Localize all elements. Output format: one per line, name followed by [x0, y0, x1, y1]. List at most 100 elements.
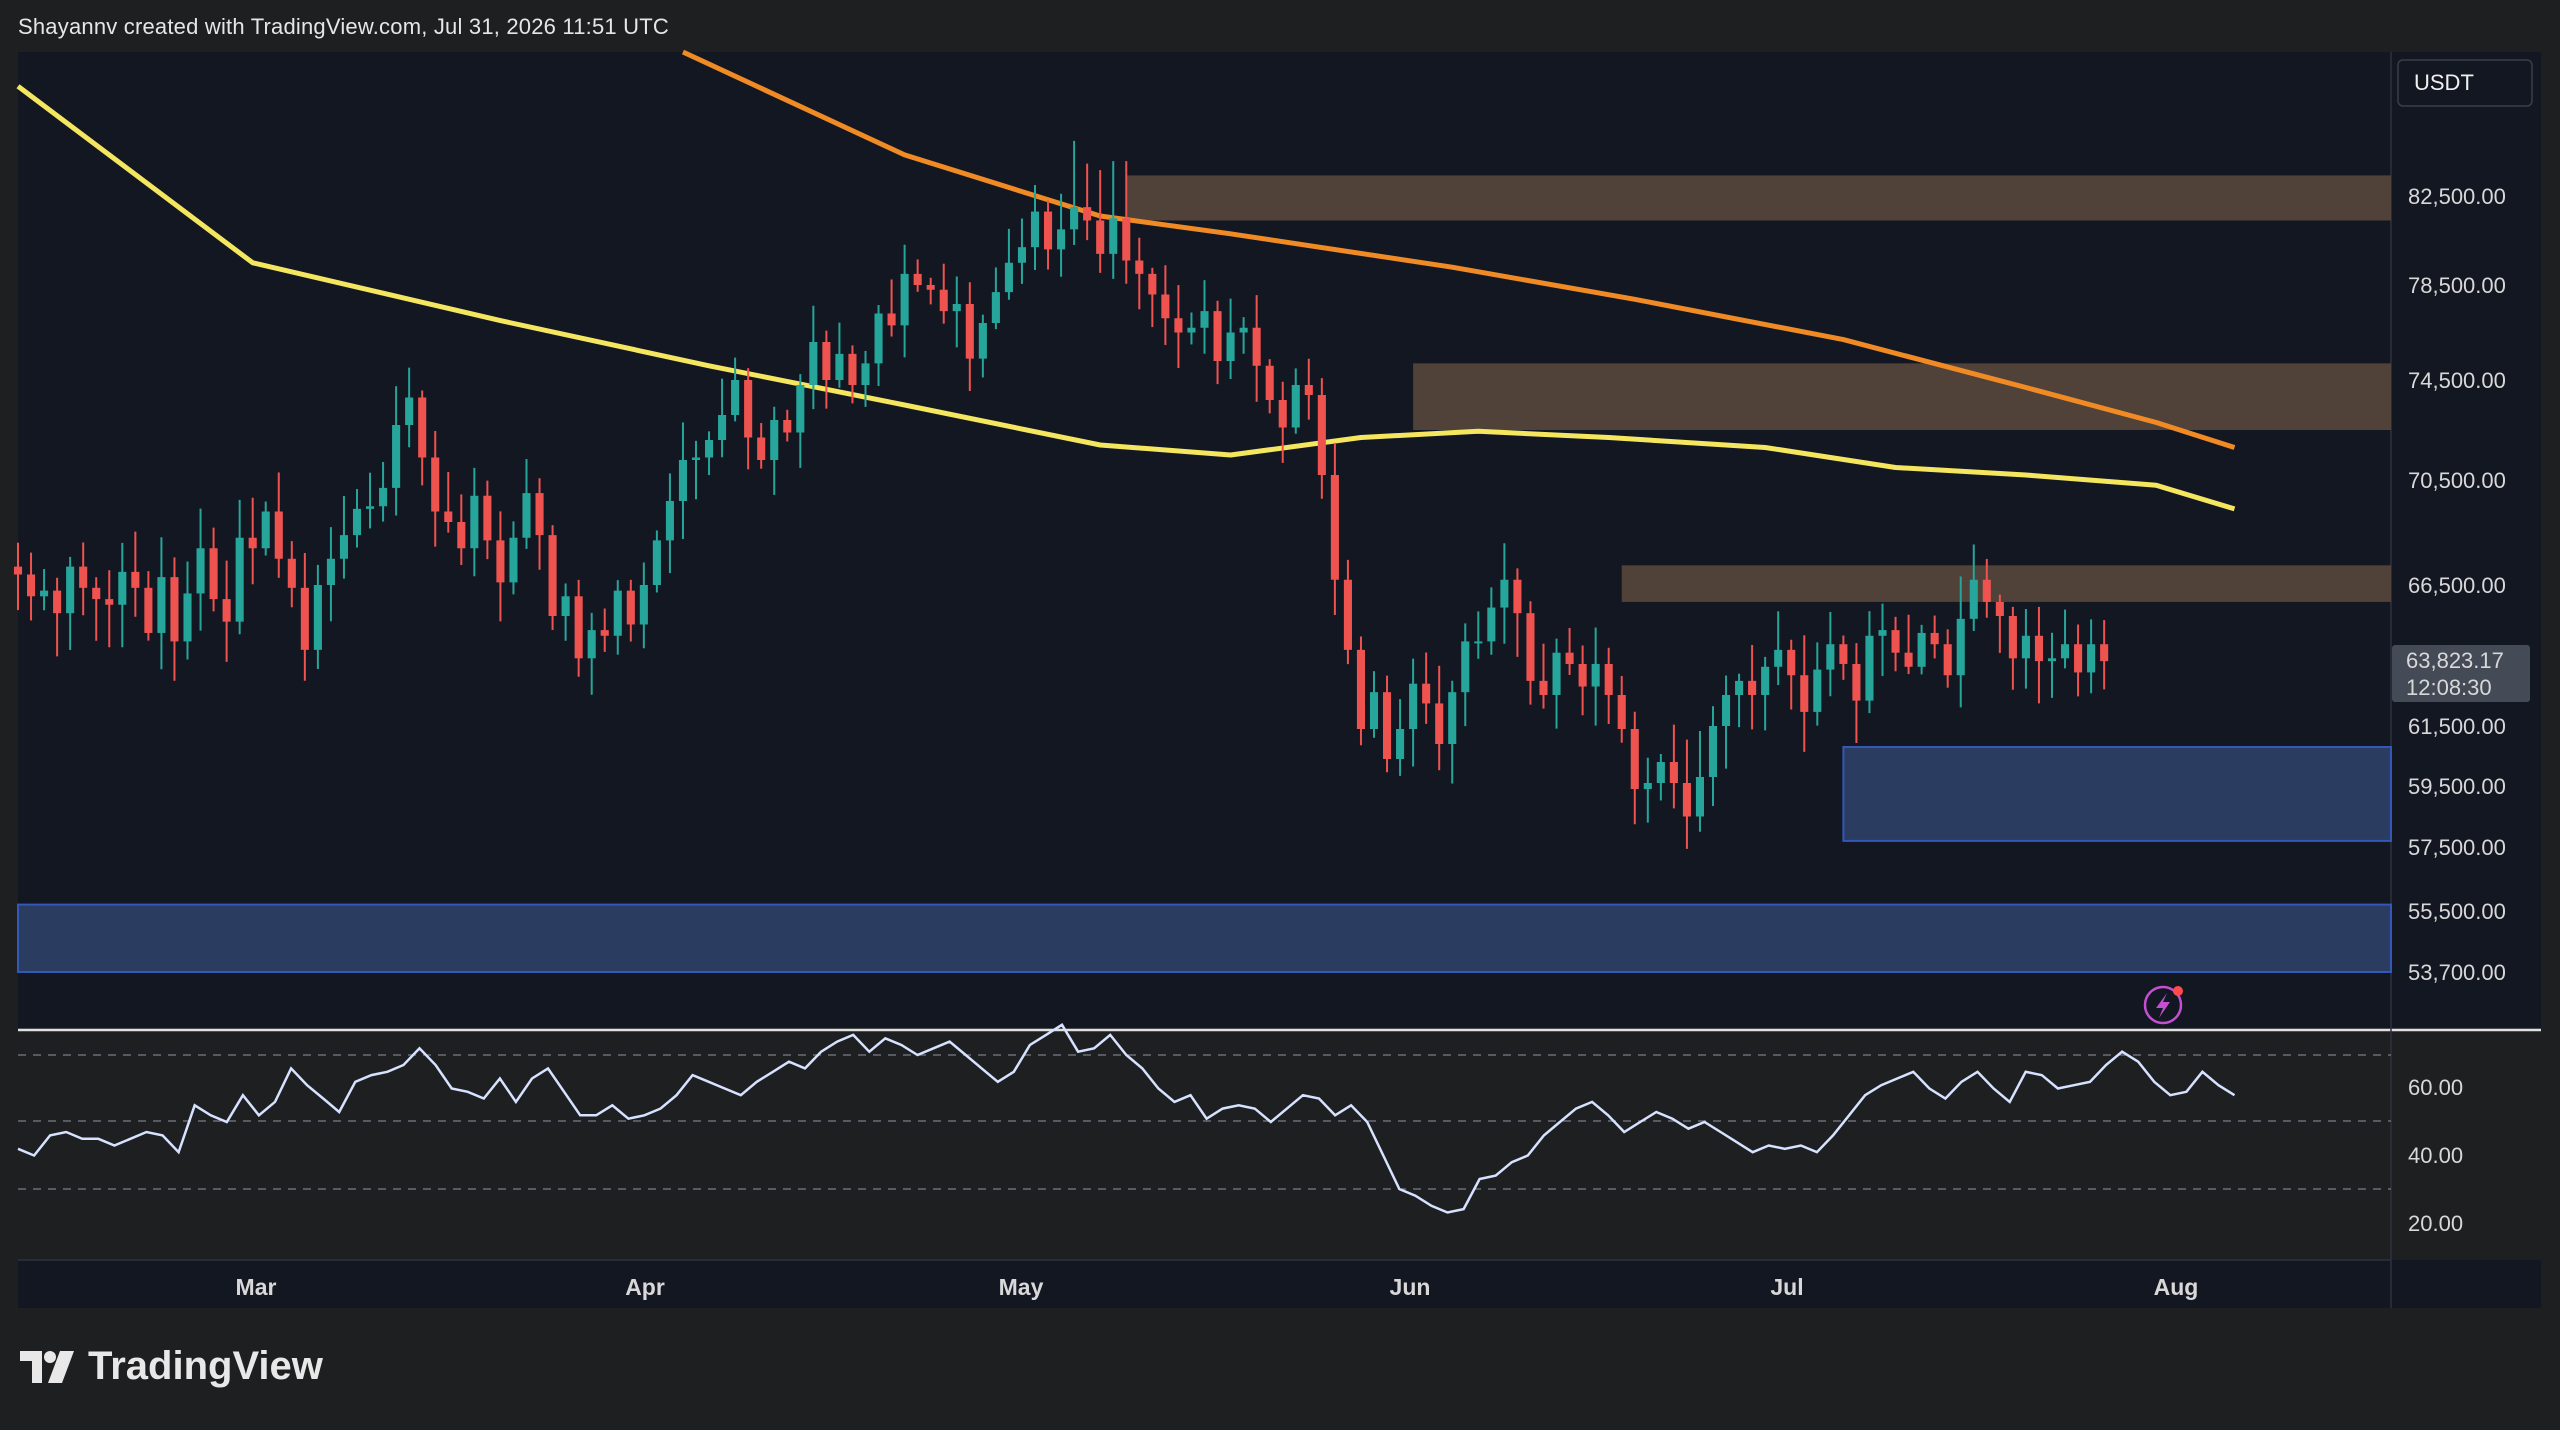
- price-tick: 66,500.00: [2408, 573, 2506, 598]
- price-tick: 70,500.00: [2408, 468, 2506, 493]
- candle-body: [326, 558, 335, 585]
- candle-body: [1070, 207, 1079, 230]
- lightning-icon[interactable]: [2143, 985, 2183, 1025]
- candle-body: [1748, 680, 1757, 695]
- currency-box[interactable]: [2397, 59, 2533, 107]
- candle-body: [900, 273, 909, 326]
- candle-body: [978, 323, 987, 359]
- candle-body: [1356, 649, 1366, 729]
- candle-body: [1539, 680, 1548, 695]
- candle-body: [1656, 762, 1665, 783]
- candle-body: [1200, 311, 1209, 328]
- candle-body: [887, 313, 896, 326]
- candle-body: [79, 566, 88, 588]
- candle-body: [561, 596, 570, 617]
- price-countdown: 12:08:30: [2406, 675, 2492, 700]
- candle-body: [131, 571, 140, 588]
- price-tick: 74,500.00: [2408, 368, 2506, 393]
- rsi-ticks: 60.00 40.00 20.00: [2408, 1075, 2463, 1236]
- candle-body: [770, 420, 779, 460]
- candle-body: [718, 415, 727, 440]
- candle-body: [1226, 332, 1235, 361]
- candle-body: [913, 273, 922, 285]
- candle-body: [1565, 652, 1574, 664]
- month-label: Aug: [2154, 1274, 2199, 1300]
- lightning-icon-ring[interactable]: [2143, 985, 2183, 1025]
- candle-body: [1083, 207, 1092, 221]
- candle-body: [144, 587, 153, 633]
- supply-zone: [1621, 565, 2391, 602]
- candle-body: [678, 460, 688, 501]
- candle-body: [522, 493, 531, 538]
- price-tick: 55,500.00: [2408, 899, 2506, 924]
- time-axis: [18, 1260, 2541, 1308]
- candle-body: [1839, 644, 1848, 664]
- rsi-tick: 40.00: [2408, 1143, 2463, 1168]
- tradingview-logo-icon: [20, 1350, 74, 1383]
- demand-zone: [1842, 746, 2392, 842]
- candle-body: [1409, 683, 1418, 729]
- candle-body: [1030, 211, 1040, 248]
- candle-body: [1057, 229, 1066, 250]
- price-axis[interactable]: [2391, 52, 2541, 1028]
- candle-body: [1382, 692, 1392, 759]
- candle-body: [379, 487, 388, 507]
- candle-body: [1982, 579, 1991, 602]
- candle-body: [1004, 262, 1013, 293]
- current-price-box: [2392, 645, 2530, 702]
- candle-body: [1174, 318, 1183, 333]
- candle-body: [991, 292, 1000, 323]
- candle-body: [1800, 675, 1809, 712]
- candle-body: [405, 397, 414, 425]
- candle-body: [2100, 644, 2109, 662]
- candle-body: [483, 495, 492, 541]
- zones-layer: [17, 175, 2392, 973]
- candle-body: [1135, 260, 1144, 274]
- candle-body: [744, 380, 753, 438]
- candle-body: [1761, 666, 1770, 695]
- chart-attribution: Shayannv created with TradingView.com, J…: [18, 14, 669, 39]
- candle-body: [600, 630, 609, 636]
- candle-body: [626, 590, 635, 625]
- candle-body: [1643, 783, 1652, 790]
- current-price: 63,823.17: [2406, 648, 2504, 673]
- lightning-icon-bolt[interactable]: [2156, 993, 2170, 1018]
- candle-body: [1526, 613, 1535, 681]
- rsi-tick: 60.00: [2408, 1075, 2463, 1100]
- candle-body: [365, 506, 375, 509]
- current-price-label: 63,823.17 12:08:30: [2392, 645, 2530, 702]
- candle-body: [261, 511, 270, 549]
- candle-body: [1096, 220, 1105, 254]
- candle-body: [444, 511, 453, 522]
- candle-body: [13, 566, 23, 575]
- currency-selector[interactable]: USDT: [2397, 59, 2533, 107]
- candle-body: [1369, 692, 1379, 729]
- candle-body: [1617, 694, 1626, 729]
- candle-body: [40, 590, 49, 597]
- candle-body: [822, 342, 831, 380]
- candle-body: [1852, 663, 1861, 701]
- candle-body: [874, 313, 883, 364]
- candle-body: [170, 577, 179, 642]
- candle-body: [1461, 641, 1470, 693]
- candle-body: [939, 289, 948, 312]
- candle-body: [1865, 635, 1874, 701]
- candle-body: [1343, 579, 1352, 650]
- candle-body: [2087, 644, 2096, 673]
- candle-body: [118, 571, 127, 605]
- candle-body: [66, 566, 75, 614]
- candle-body: [1930, 632, 1939, 645]
- candle-body: [1735, 680, 1744, 695]
- candle-body: [509, 537, 518, 583]
- candle-body: [92, 587, 101, 600]
- candle-body: [1682, 783, 1691, 817]
- candle-body: [1187, 327, 1196, 333]
- currency-label[interactable]: USDT: [2414, 70, 2474, 95]
- candles: [13, 140, 2109, 849]
- candle-body: [352, 508, 362, 536]
- price-tick: 57,500.00: [2408, 835, 2506, 860]
- candle-body: [2060, 644, 2070, 659]
- candle-body: [157, 577, 166, 633]
- candle-body: [1122, 218, 1131, 261]
